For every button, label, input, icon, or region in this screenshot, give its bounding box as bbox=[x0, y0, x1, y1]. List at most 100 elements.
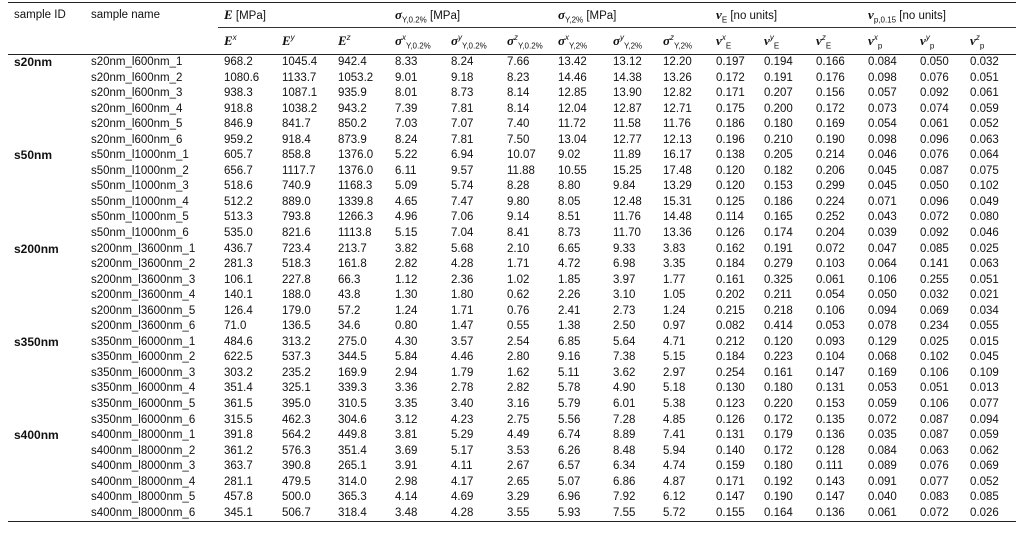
group-header: sample name bbox=[85, 3, 218, 28]
value-cell: 2.26 bbox=[558, 289, 581, 302]
value-cell: 9.80 bbox=[507, 195, 530, 208]
value-cell: 0.414 bbox=[764, 320, 793, 333]
value-cell: 0.076 bbox=[920, 149, 949, 162]
value-cell: 1.62 bbox=[507, 366, 530, 379]
empty-cell bbox=[8, 226, 85, 242]
value-cell: 9.01 bbox=[395, 71, 418, 84]
value-cell: 0.196 bbox=[716, 133, 745, 146]
superscript: x bbox=[873, 33, 878, 43]
value-cell: 0.077 bbox=[970, 398, 999, 411]
value-cell: 3.97 bbox=[613, 273, 636, 286]
value-cell: 281.3 bbox=[224, 258, 253, 271]
value-cell: 5.79 bbox=[558, 398, 581, 411]
value-cell: 1.24 bbox=[395, 304, 418, 317]
sample-name: s200nm_l3600nm_2 bbox=[91, 258, 196, 271]
value-cell: 0.080 bbox=[970, 211, 999, 224]
value-cell: 0.194 bbox=[764, 56, 793, 68]
value-cell: 0.252 bbox=[816, 211, 845, 224]
sample-name: s350nm_l6000nm_5 bbox=[91, 398, 196, 411]
value-cell: 3.82 bbox=[395, 242, 418, 255]
subscript: Y,2% bbox=[569, 41, 588, 51]
sample-name: s200nm_l3600nm_4 bbox=[91, 289, 196, 302]
value-cell: 8.14 bbox=[507, 102, 530, 115]
symbol: σ bbox=[395, 33, 403, 48]
empty-cell bbox=[8, 117, 85, 133]
value-cell: 2.80 bbox=[507, 351, 530, 364]
value-cell: 43.8 bbox=[338, 289, 361, 302]
value-cell: 227.8 bbox=[282, 273, 311, 286]
data-row: s350nm_l6000nm_6 315.5 462.3 304.6 3.12 4.23 2… bbox=[8, 413, 1016, 429]
value-cell: 0.051 bbox=[920, 382, 949, 395]
value-cell: 9.02 bbox=[558, 149, 581, 162]
value-cell: 1045.4 bbox=[282, 56, 318, 68]
value-cell: 0.072 bbox=[920, 211, 949, 224]
data-row: s350nm s350nm_l6000nm_1 484.6 313.2 275.0 4.3… bbox=[8, 335, 1016, 351]
value-cell: 8.80 bbox=[558, 180, 581, 193]
superscript: x bbox=[565, 33, 570, 43]
value-cell: 518.6 bbox=[224, 180, 253, 193]
superscript: x bbox=[402, 33, 407, 43]
column-header: σyY,2% bbox=[607, 28, 657, 55]
data-row: s400nm_l8000nm_6 345.1 506.7 318.4 3.48 4.28 3… bbox=[8, 506, 1016, 522]
value-cell: 351.4 bbox=[338, 444, 367, 457]
subscript: p bbox=[979, 41, 985, 51]
value-cell: 9.33 bbox=[613, 242, 636, 255]
value-cell: 4.49 bbox=[507, 429, 530, 442]
value-cell: 7.40 bbox=[507, 118, 530, 131]
empty-cell bbox=[8, 195, 85, 211]
sample-name: s350nm_l6000nm_1 bbox=[91, 335, 196, 348]
value-cell: 0.096 bbox=[920, 133, 949, 146]
superscript: x bbox=[721, 33, 726, 43]
value-cell: 0.212 bbox=[716, 335, 745, 348]
subscript: p,0.15 bbox=[873, 15, 897, 25]
value-cell: 4.14 bbox=[395, 491, 418, 504]
value-cell: 0.131 bbox=[816, 382, 845, 395]
value-cell: 0.114 bbox=[716, 211, 744, 224]
group-header: σY,0.2% [MPa] bbox=[389, 2, 553, 28]
sample-name: s200nm_l3600nm_5 bbox=[91, 304, 196, 317]
value-cell: 0.123 bbox=[716, 398, 745, 411]
value-cell: 449.8 bbox=[338, 429, 367, 442]
value-cell: 0.077 bbox=[920, 475, 949, 488]
value-cell: 0.128 bbox=[816, 444, 845, 457]
empty-cell bbox=[8, 179, 85, 195]
value-cell: 0.085 bbox=[970, 491, 999, 504]
value-cell: 0.165 bbox=[764, 211, 793, 224]
value-cell: 0.180 bbox=[764, 118, 793, 131]
value-cell: 11.72 bbox=[558, 118, 586, 131]
value-cell: 3.16 bbox=[507, 398, 530, 411]
value-cell: 0.215 bbox=[716, 304, 745, 317]
symbol: ν bbox=[816, 33, 822, 48]
symbol: ν bbox=[716, 33, 722, 48]
value-cell: 5.93 bbox=[558, 506, 581, 519]
value-cell: 0.050 bbox=[868, 289, 897, 302]
value-cell: 0.059 bbox=[970, 429, 999, 442]
value-cell: 5.15 bbox=[663, 351, 686, 364]
value-cell: 0.032 bbox=[920, 289, 949, 302]
symbol: E bbox=[282, 33, 291, 48]
value-cell: 0.140 bbox=[716, 444, 745, 457]
value-cell: 361.2 bbox=[224, 444, 253, 457]
value-cell: 315.5 bbox=[224, 413, 253, 426]
value-cell: 537.3 bbox=[282, 351, 311, 364]
superscript: y bbox=[925, 33, 930, 43]
value-cell: 2.97 bbox=[663, 366, 686, 379]
value-cell: 10.55 bbox=[558, 164, 587, 177]
value-cell: 7.50 bbox=[507, 133, 530, 146]
value-cell: 0.087 bbox=[920, 413, 949, 426]
sample-name: s400nm_l8000nm_4 bbox=[91, 475, 196, 488]
value-cell: 0.064 bbox=[868, 258, 897, 271]
group-header: E [MPa] bbox=[218, 2, 390, 28]
group-header: σY,2% [MPa] bbox=[552, 2, 711, 28]
value-cell: 0.106 bbox=[816, 304, 845, 317]
value-cell: 0.049 bbox=[970, 195, 999, 208]
symbol: E bbox=[224, 33, 233, 48]
value-cell: 5.72 bbox=[663, 506, 686, 519]
value-cell: 8.01 bbox=[395, 87, 418, 100]
value-cell: 5.17 bbox=[451, 444, 474, 457]
value-cell: 0.175 bbox=[716, 102, 745, 115]
value-cell: 518.3 bbox=[282, 258, 311, 271]
value-cell: 140.1 bbox=[224, 289, 253, 302]
value-cell: 10.07 bbox=[507, 149, 536, 162]
value-cell: 3.83 bbox=[663, 242, 686, 255]
